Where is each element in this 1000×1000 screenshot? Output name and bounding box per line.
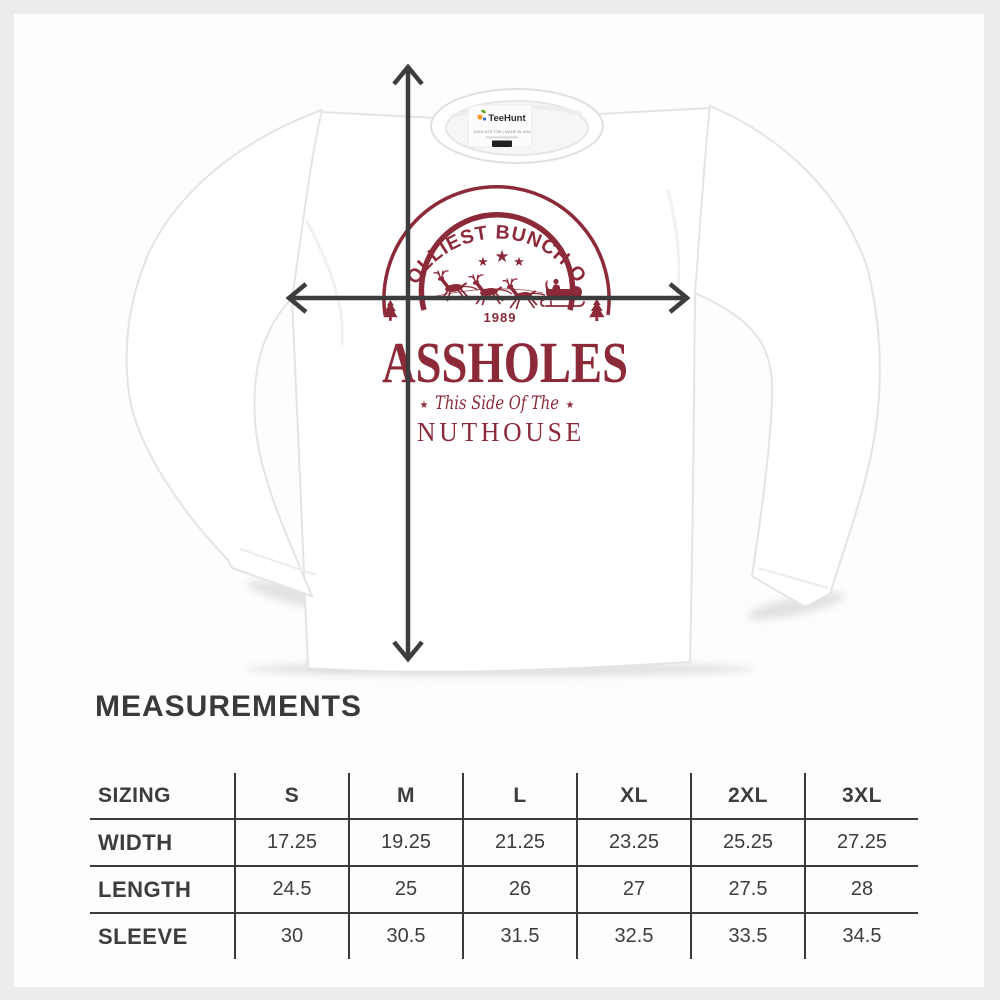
table-cell: 25.25 — [690, 820, 804, 867]
width-measure-arrow — [285, 282, 691, 314]
table-header-size: 3XL — [804, 773, 918, 820]
table-cell: 23.25 — [576, 820, 690, 867]
measurement-arrows — [285, 63, 691, 663]
row-label-length: LENGTH — [90, 867, 234, 914]
main-title: ASSHOLES — [382, 330, 628, 395]
table-header-size: M — [348, 773, 462, 820]
badge-inner-arc — [418, 212, 576, 311]
table-cell: 25 — [348, 867, 462, 914]
row-label-width: WIDTH — [90, 820, 234, 867]
right-cuff-seam — [757, 567, 829, 589]
table-cell: 28 — [804, 867, 918, 914]
table-cell: 30.5 — [348, 914, 462, 959]
star-icon: ★ — [420, 400, 429, 411]
bottom-title: NUTHOUSE — [417, 417, 585, 447]
left-cuff-seam — [239, 548, 317, 576]
table-cell: 33.5 — [690, 914, 804, 959]
table-cell: 21.25 — [462, 820, 576, 867]
table-cell: 32.5 — [576, 914, 690, 959]
brand-logo-icon — [477, 109, 487, 121]
table-cell: 24.5 — [234, 867, 348, 914]
measurements-heading: MEASUREMENTS — [95, 690, 363, 723]
size-tag — [492, 140, 512, 147]
table-header-size: S — [234, 773, 348, 820]
table-cell: 27.25 — [804, 820, 918, 867]
script-subtitle: This Side Of The — [435, 392, 559, 414]
badge-outer-arc — [382, 184, 611, 316]
table-cell: 17.25 — [234, 820, 348, 867]
table-cell: 27.5 — [690, 867, 804, 914]
table-cell: 27 — [576, 867, 690, 914]
star-icon: ★ — [513, 255, 525, 270]
size-table: SIZING S M L XL 2XL 3XL WIDTH 17.25 19.2… — [90, 773, 918, 959]
star-icon: ★ — [494, 247, 509, 267]
table-header-size: XL — [576, 773, 690, 820]
neck-label: TeeHunt 100% COTTON | MADE IN USA — [467, 104, 533, 148]
left-sleeve — [125, 109, 323, 597]
table-header-size: L — [462, 773, 576, 820]
length-measure-arrow — [392, 63, 424, 663]
table-cell: 26 — [462, 867, 576, 914]
star-icon: ★ — [477, 255, 489, 270]
table-cell: 30 — [234, 914, 348, 959]
star-icon: ★ — [566, 400, 575, 411]
table-header-size: 2XL — [690, 773, 804, 820]
year-text: 1989 — [484, 310, 517, 325]
row-label-sleeve: SLEEVE — [98, 923, 188, 949]
table-cell: 19.25 — [348, 820, 462, 867]
label-fine-print — [486, 136, 518, 139]
table-header-sizing: SIZING — [90, 773, 234, 820]
table-cell: 31.5 — [462, 914, 576, 959]
care-text: 100% COTTON | MADE IN USA — [473, 129, 531, 134]
brand-name: TeeHunt — [488, 113, 526, 124]
table-cell: 34.5 — [804, 914, 918, 959]
right-sleeve — [694, 105, 881, 608]
